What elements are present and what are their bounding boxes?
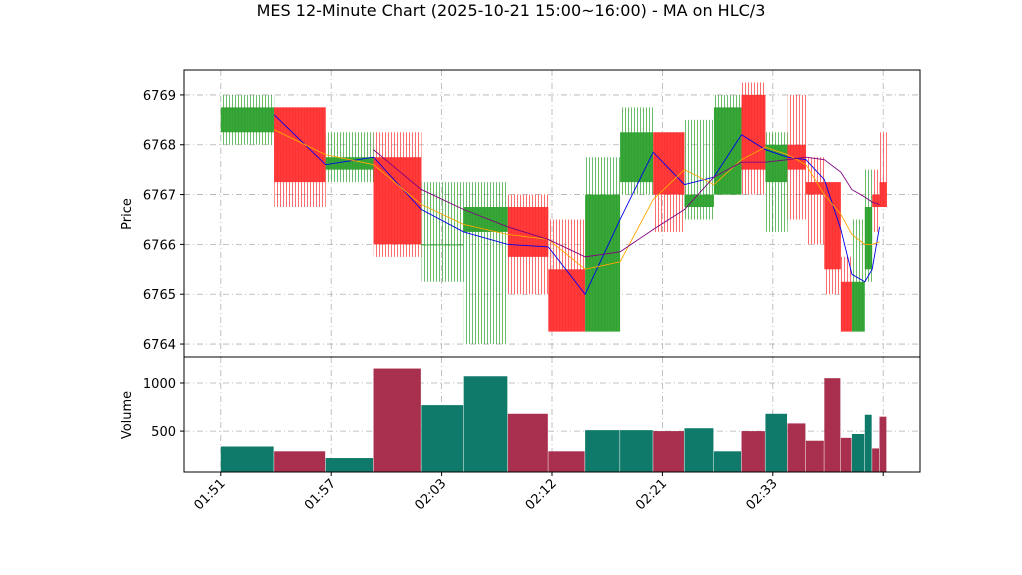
y-tick-label: 1000: [143, 377, 176, 392]
candle-wick: [879, 132, 887, 208]
y-tick-label: 6765: [143, 288, 176, 303]
volume-bar: [507, 413, 548, 472]
candle-body: [507, 207, 549, 257]
volume-bar: [684, 428, 714, 472]
volume-bar: [741, 431, 765, 472]
candle-body: [824, 182, 841, 270]
candle-body: [741, 94, 766, 170]
chart-title: MES 12-Minute Chart (2025-10-21 15:00~16…: [257, 1, 766, 20]
candle-body: [840, 281, 852, 332]
volume-bar: [653, 431, 684, 472]
candle-body: [220, 107, 275, 133]
candle-body: [713, 107, 742, 195]
candle-body: [864, 207, 873, 270]
volume-axis-label: Volume: [120, 391, 135, 439]
moving-average-line: [273, 129, 880, 270]
volume-bar: [421, 405, 464, 472]
candle-body: [463, 207, 508, 232]
candle-body: [325, 157, 374, 170]
candle-wick: [421, 182, 464, 282]
y-tick-label: 6768: [143, 139, 176, 154]
volume-bar: [585, 430, 620, 472]
volume-bar: [713, 451, 742, 472]
volume-bar: [620, 430, 653, 472]
y-tick-label: 6767: [143, 189, 176, 204]
moving-average-line: [273, 114, 880, 296]
candle-body: [274, 107, 326, 183]
candle-wick: [463, 182, 508, 345]
y-tick-label: 6766: [143, 238, 176, 253]
volume-bar: [463, 376, 508, 472]
volume-bar: [879, 416, 887, 472]
candle-body: [879, 182, 887, 208]
candle-body: [653, 132, 685, 195]
volume-bar: [325, 458, 374, 472]
volume-bar: [220, 446, 274, 472]
candle-body: [787, 144, 806, 170]
y-tick-label: 6769: [143, 89, 176, 104]
candle-body: [805, 182, 825, 195]
volume-bar: [851, 433, 865, 472]
candle-body: [765, 144, 788, 183]
y-tick-label: 500: [151, 425, 176, 440]
volume-bar: [765, 413, 788, 472]
volume-bar: [872, 448, 880, 472]
candle-body: [421, 244, 464, 246]
y-tick-label: 6764: [143, 338, 176, 353]
volume-bar: [840, 437, 852, 472]
volume-bar: [824, 378, 841, 472]
candle-body: [548, 269, 586, 332]
candle-body: [684, 194, 714, 208]
candle-body: [620, 132, 654, 183]
volume-bar: [548, 451, 585, 472]
candle-body: [872, 194, 880, 208]
volume-bar: [864, 414, 872, 472]
volume-bar: [787, 423, 806, 472]
volume-bar: [274, 451, 326, 472]
moving-average-line: [373, 149, 880, 258]
candle-wick: [805, 157, 825, 245]
candle-body: [851, 281, 865, 332]
volume-bar: [373, 368, 421, 472]
y-axis-label: Price: [120, 198, 135, 230]
volume-bar: [805, 440, 824, 472]
